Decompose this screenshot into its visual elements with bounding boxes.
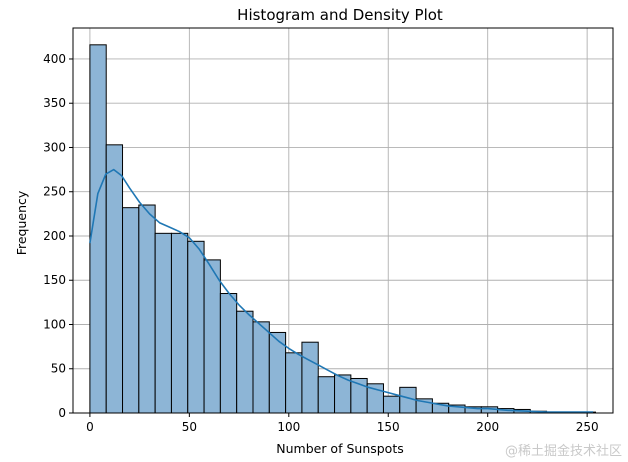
y-tick-label: 150 — [43, 273, 66, 287]
density-curve — [89, 168, 594, 413]
histogram-bar — [236, 310, 254, 414]
x-tick-label: 250 — [576, 420, 599, 434]
histogram-bar — [317, 376, 336, 414]
y-tick-label: 100 — [43, 317, 66, 331]
histogram-bar — [170, 232, 189, 414]
plot-frame — [72, 27, 614, 414]
x-axis-label: Number of Sunspots — [276, 441, 404, 456]
histogram-bar — [301, 341, 319, 414]
y-tick-label: 350 — [43, 96, 66, 110]
y-tick-label: 250 — [43, 185, 66, 199]
histogram-bar — [203, 259, 221, 414]
tick-marks: 0 50 100 150 200 250 0 50 100 150 200 250 300 350 400 — [43, 52, 599, 434]
histogram-bar — [285, 352, 303, 414]
histogram-bar — [382, 395, 401, 414]
x-tick-label: 100 — [277, 420, 300, 434]
x-tick-label: 150 — [377, 420, 400, 434]
histogram-bar — [138, 204, 156, 414]
y-axis-label: Frequency — [14, 190, 29, 255]
watermark-text: @稀土掘金技术社区 — [505, 443, 622, 459]
x-tick-label: 0 — [86, 420, 94, 434]
plot-axes — [72, 27, 614, 414]
x-tick-label: 50 — [182, 420, 197, 434]
histogram-bars — [89, 44, 596, 414]
histogram-bar — [219, 293, 238, 414]
x-tick-label: 200 — [476, 420, 499, 434]
histogram-bar — [252, 321, 270, 414]
y-tick-label: 300 — [43, 140, 66, 154]
histogram-bar — [154, 232, 172, 414]
histogram-bar — [105, 144, 124, 414]
y-tick-label: 200 — [43, 229, 66, 243]
y-tick-label: 0 — [58, 406, 66, 420]
kde-line — [89, 168, 594, 413]
y-tick-label: 400 — [43, 52, 66, 66]
histogram-bar — [187, 240, 205, 414]
histogram-bar — [122, 207, 140, 414]
chart-title: Histogram and Density Plot — [237, 6, 443, 24]
y-tick-label: 50 — [51, 362, 66, 376]
